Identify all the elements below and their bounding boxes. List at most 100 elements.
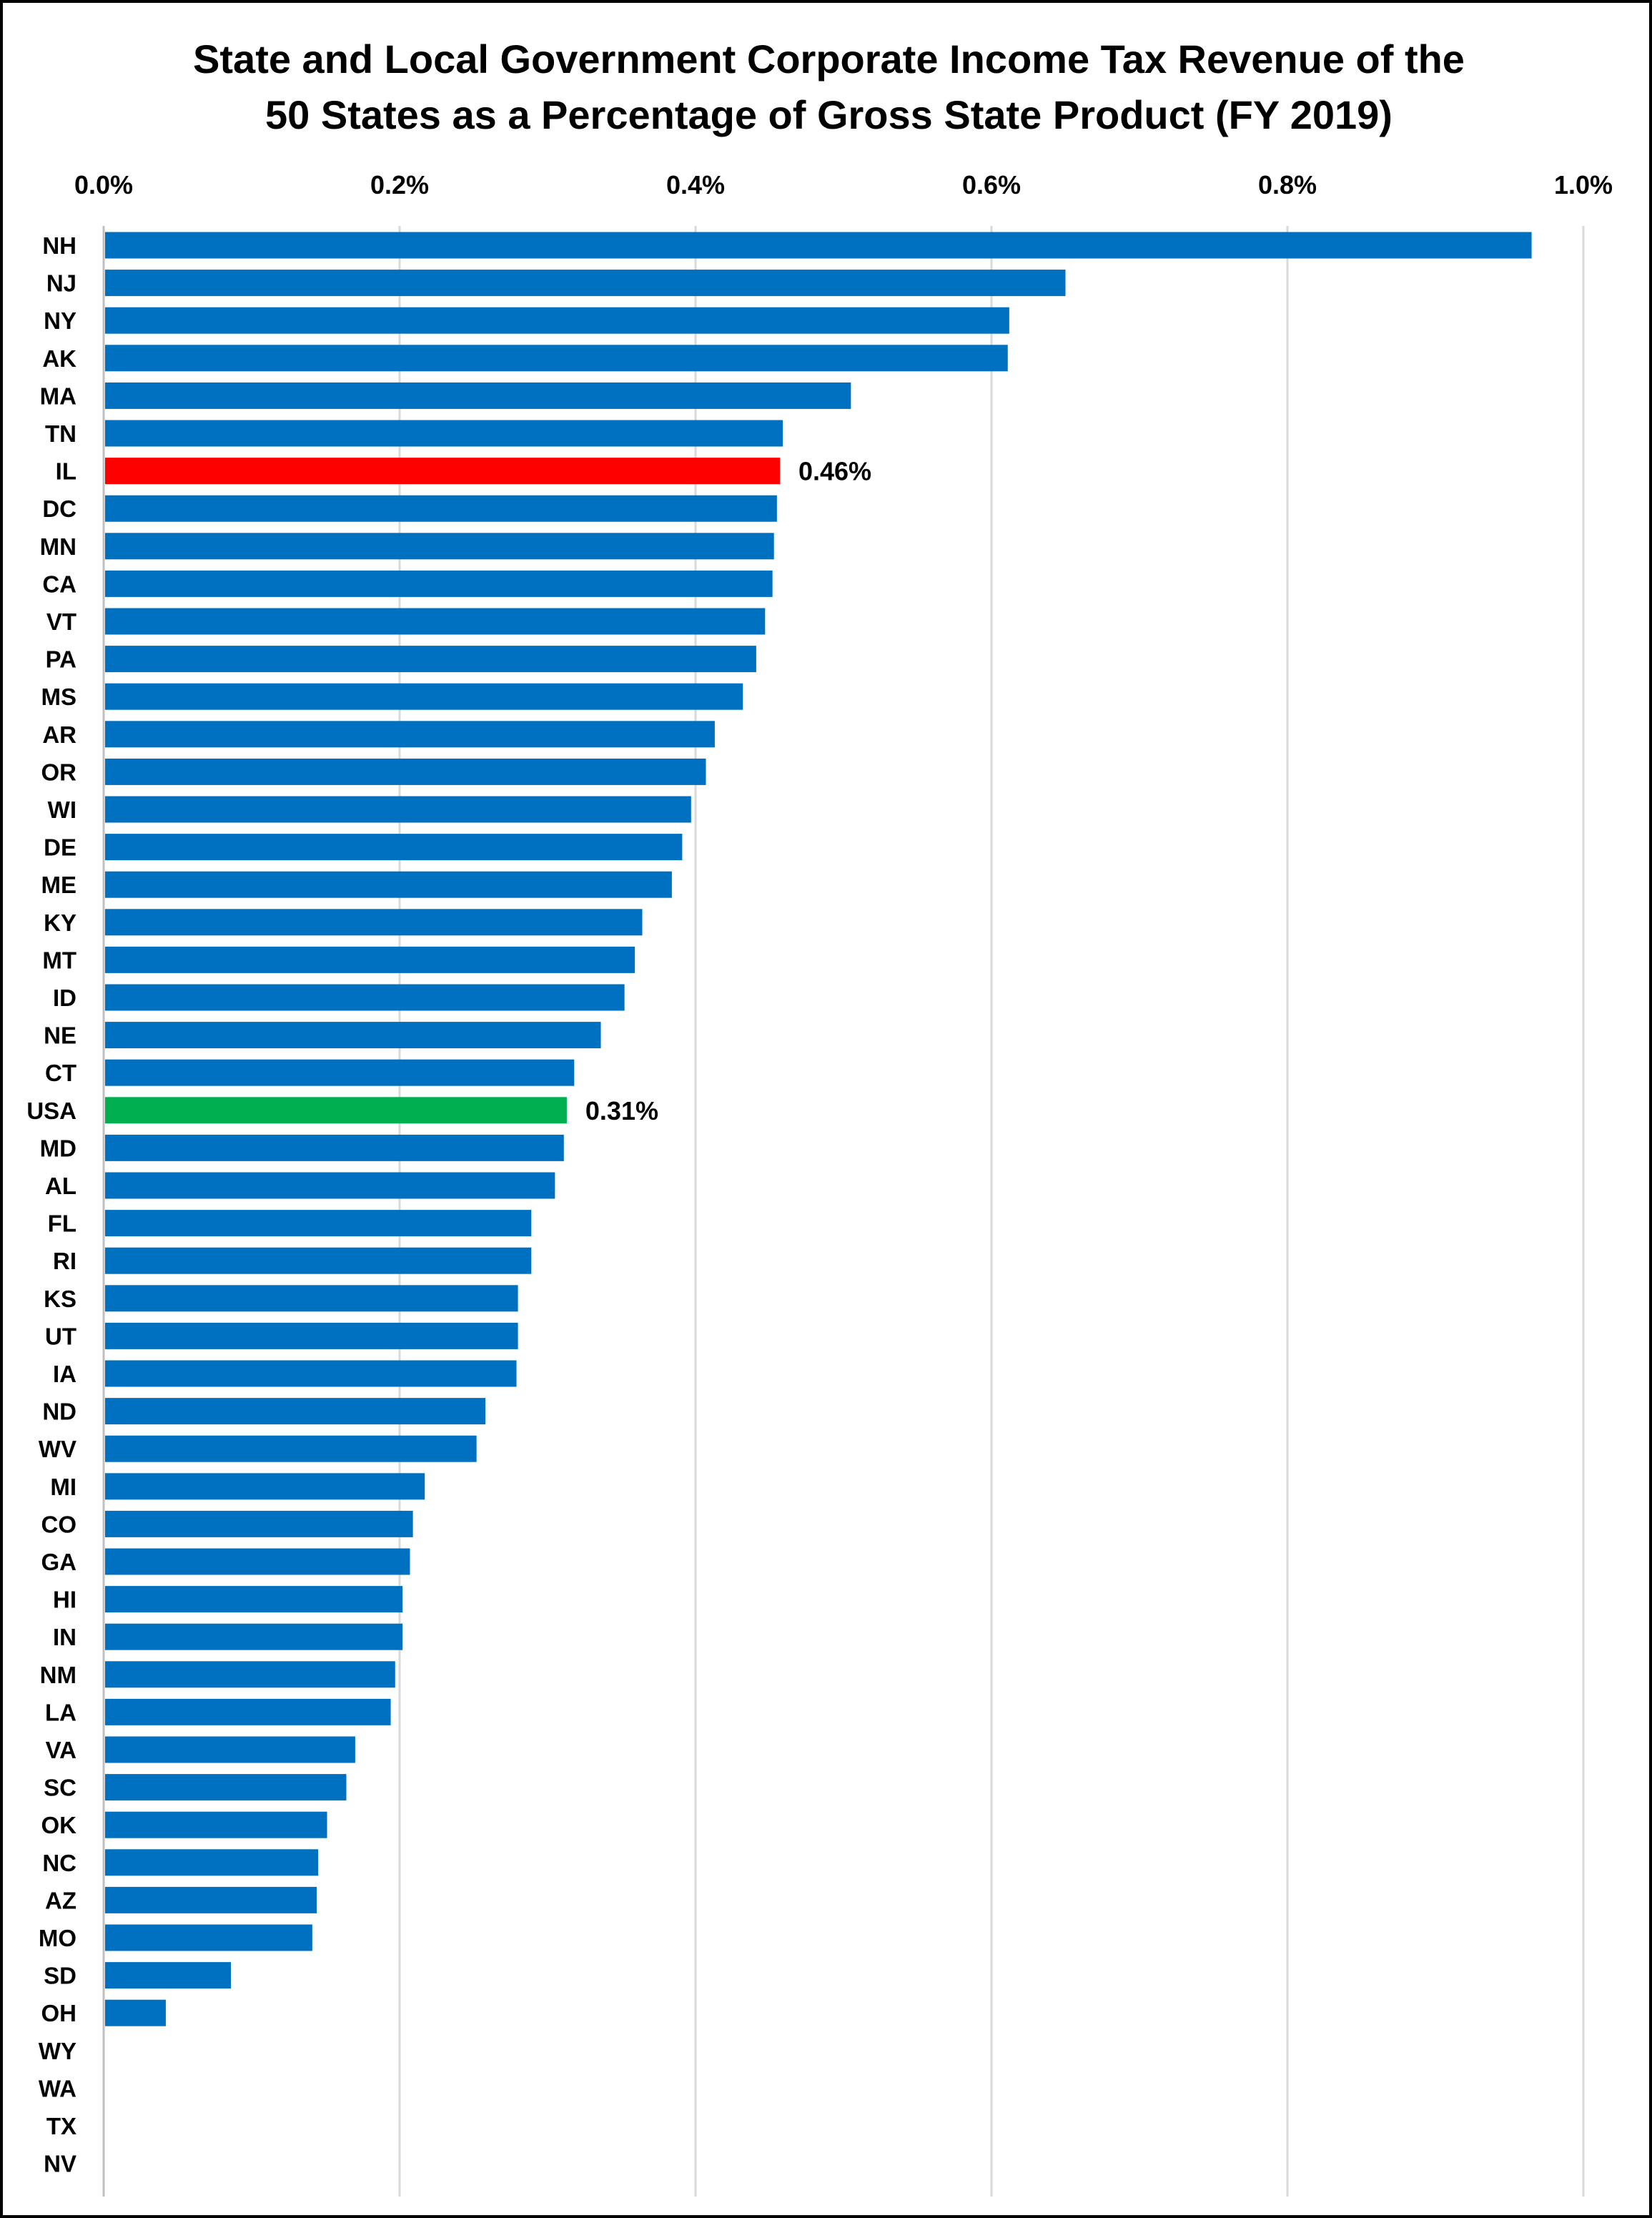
bar [105,1097,567,1124]
category-label: RI [53,1248,76,1274]
category-label: KS [44,1286,76,1312]
category-label: NJ [46,270,76,297]
category-label: SD [44,1963,76,1989]
category-label: UT [45,1323,76,1349]
bar-chart: 0.0% 0.2% 0.4% 0.6% 0.8% 1.0% NH NJ NY AK MA TN IL D… [26,170,1613,2197]
bar [105,1736,355,1763]
bar [105,796,691,823]
category-label: WI [48,797,76,823]
chart-title-line-2: 50 States as a Percentage of Gross State… [265,92,1393,137]
category-label: TN [45,420,76,447]
category-labels: NH NJ NY AK MA TN IL DC MN CA VT PA MS AR OR WI DE ME KY MT… [26,232,76,2177]
bar [105,871,672,898]
bar [105,1059,575,1086]
category-label: MO [39,1925,76,1951]
chart-title: State and Local Government Corporate Inc… [3,31,1652,143]
category-label: IN [53,1624,76,1650]
bar [105,420,783,447]
bar [105,1924,312,1951]
bar [105,1774,347,1801]
category-label: WA [39,2075,76,2101]
x-tick-label: 0.6% [962,170,1021,199]
category-label: CT [45,1060,76,1086]
category-label: MD [40,1135,76,1161]
data-label: 0.31% [585,1096,658,1125]
category-label: DE [44,834,76,861]
bar [105,1473,425,1500]
category-label: SC [44,1775,76,1801]
bar [105,1999,166,2026]
category-label: WV [39,1436,76,1462]
category-label: NV [44,2151,76,2177]
chart-title-line-1: State and Local Government Corporate Inc… [193,36,1465,82]
bar [105,382,851,409]
bar [105,1886,317,1913]
category-label: ME [41,872,77,898]
bar [105,834,683,861]
bar [105,1586,403,1613]
category-label: AR [42,721,76,748]
bar [105,1510,413,1537]
x-tick-label: 0.2% [370,170,429,199]
x-tick-label: 1.0% [1554,170,1613,199]
bar [105,984,625,1011]
bar [105,232,1532,259]
bar [105,1285,518,1312]
category-label: LA [45,1699,76,1725]
category-label: AZ [45,1887,76,1913]
category-label: USA [26,1098,76,1124]
category-label: MT [42,947,76,973]
category-label: WY [39,2038,76,2064]
category-label: MA [40,383,76,409]
bar [105,495,777,522]
category-label: KY [44,910,76,936]
category-label: MI [50,1474,76,1500]
category-label: OK [41,1812,77,1838]
category-label: TX [46,2113,76,2139]
category-label: NY [44,307,76,334]
bar [105,1698,391,1725]
bar [105,1022,601,1049]
bar [105,345,1008,372]
category-label: PA [46,646,76,673]
bar [105,1811,327,1838]
category-label: FL [48,1211,76,1237]
bar [105,1962,232,1989]
bar [105,307,1009,334]
category-label: NE [44,1022,76,1049]
category-label: ID [53,985,76,1011]
category-label: GA [41,1549,77,1575]
category-label: NH [42,232,76,259]
category-label: CO [41,1511,77,1537]
data-labels: 0.46% 0.31% [585,457,871,1125]
bar [105,1398,486,1425]
category-label: VT [46,608,76,635]
bar [105,1849,319,1876]
bar [105,1172,555,1199]
bars [105,232,1532,2026]
category-label: NC [42,1850,76,1876]
bar [105,458,780,485]
bar [105,1360,517,1387]
category-label: IA [53,1361,76,1387]
bar [105,946,635,973]
bar [105,533,774,560]
bar [105,1435,477,1462]
category-label: MS [41,684,77,710]
category-label: CA [42,571,76,597]
bar [105,1661,395,1688]
bar [105,683,743,710]
bar [105,608,766,635]
bar [105,646,756,673]
category-label: AL [45,1173,76,1199]
category-label: NM [40,1662,76,1688]
bar [105,1134,564,1161]
bar [105,1247,532,1274]
bar [105,270,1066,297]
x-axis-tick-labels: 0.0% 0.2% 0.4% 0.6% 0.8% 1.0% [74,170,1613,199]
category-label: ND [42,1399,76,1425]
category-label: AK [42,345,76,372]
category-label: OH [41,2000,77,2026]
bar [105,909,643,936]
